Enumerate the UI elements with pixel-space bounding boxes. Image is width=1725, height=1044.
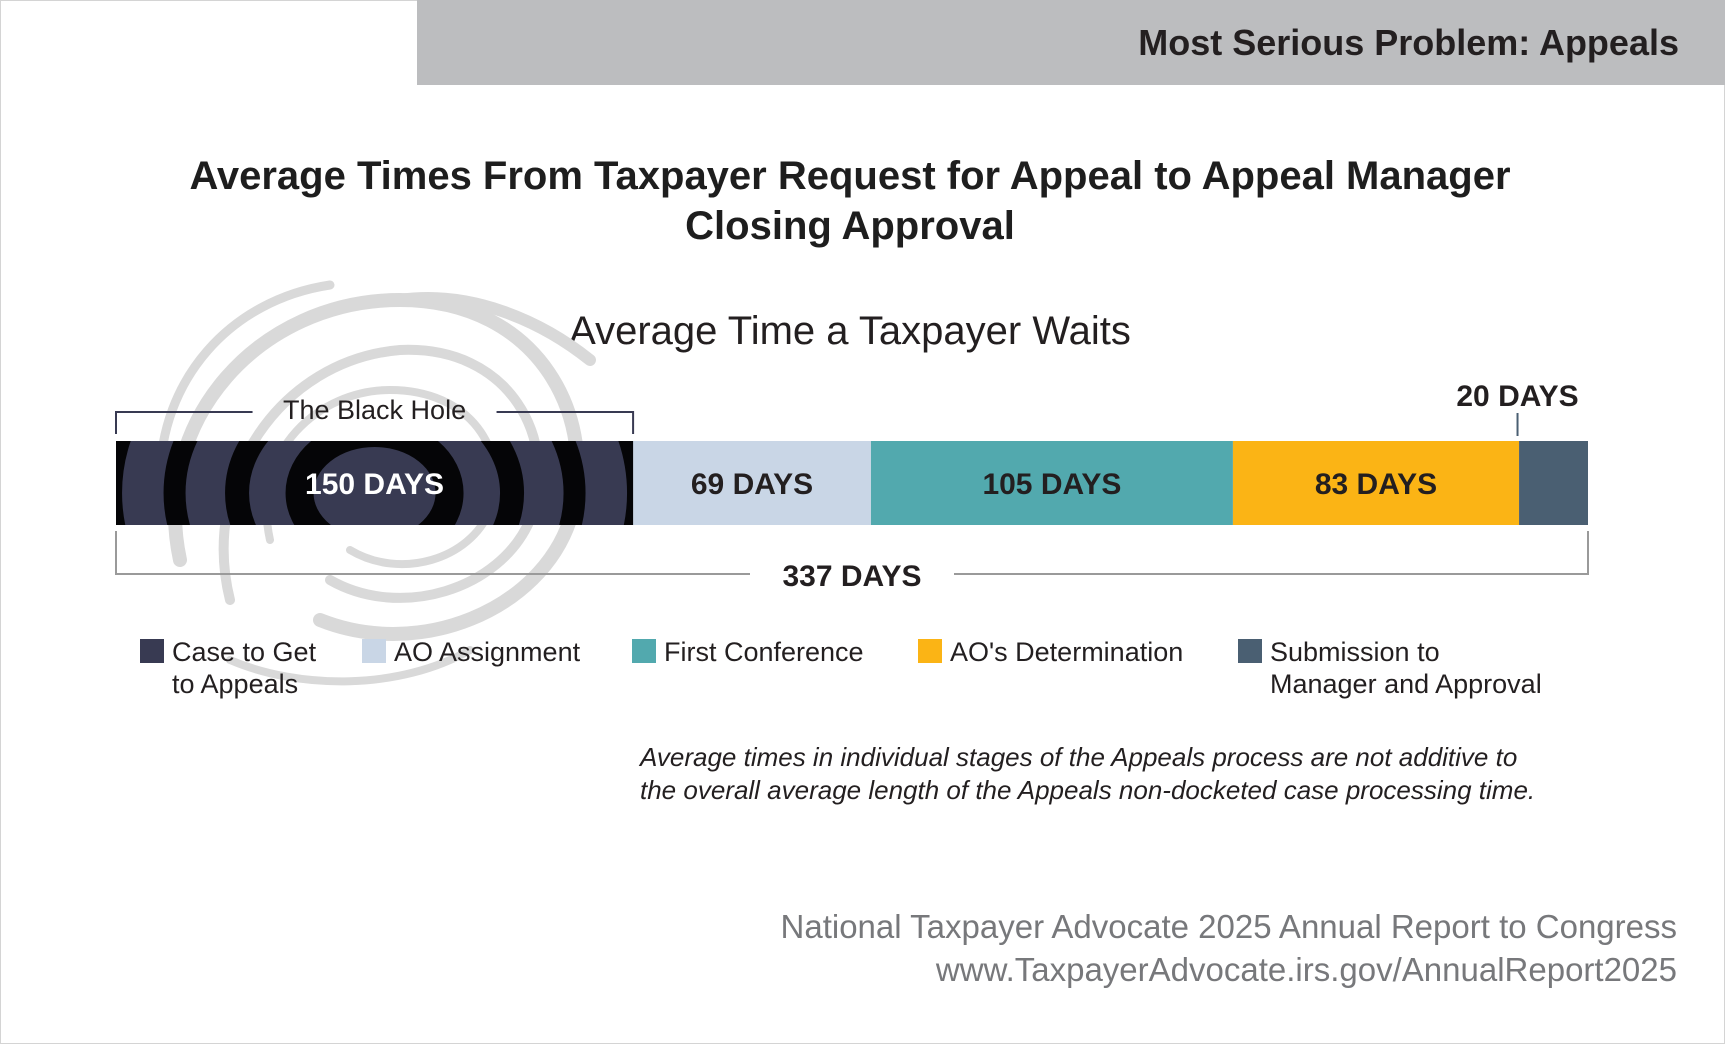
legend-item-submission: Submission to Manager and Approval	[1238, 636, 1570, 700]
bracket-line	[954, 531, 1589, 575]
bar-value-label: 20 DAYS	[1456, 380, 1578, 413]
bracket-line	[496, 411, 635, 434]
legend-item-ao-assignment: AO Assignment	[362, 636, 694, 668]
legend-swatch	[1238, 639, 1262, 663]
legend-item-first-conference: First Conference	[632, 636, 964, 668]
bar-value-label: 150 DAYS	[305, 468, 444, 501]
legend-item-case-to-appeals: Case to Get to Appeals	[140, 636, 472, 700]
bracket-line	[115, 531, 750, 575]
bar-segment-0	[116, 441, 634, 525]
chart-title: Average Times From Taxpayer Request for …	[189, 154, 1511, 248]
legend-label: Case to Get to Appeals	[172, 637, 317, 699]
legend-swatch	[140, 639, 164, 663]
bar-segment-2	[870, 441, 1233, 525]
bracket-line	[115, 411, 253, 434]
source-credit: National Taxpayer Advocate 2025 Annual R…	[780, 908, 1677, 988]
bar-value-label: 83 DAYS	[1315, 468, 1437, 501]
bar-value-label: 69 DAYS	[691, 468, 813, 501]
bar-group: 150 DAYS 69 DAYS 105 DAYS 83 DAYS 20 DAYS	[116, 380, 1588, 525]
bar-segment-3	[1232, 441, 1520, 525]
header-bar: Most Serious Problem: Appeals	[417, 0, 1725, 85]
black-hole-bracket	[115, 411, 635, 434]
header-title: Most Serious Problem: Appeals	[1138, 22, 1679, 63]
bar-segment-1	[633, 441, 871, 525]
chart-subtitle: Average Time a Taxpayer Waits	[569, 309, 1131, 353]
legend: Case to Get to Appeals AO Assignment Fir…	[0, 636, 1725, 716]
footnote: Average times in individual stages of th…	[640, 742, 1536, 805]
legend-label: AO's Determination	[950, 637, 1184, 667]
black-hole-overlay-icon	[116, 441, 634, 525]
legend-swatch	[362, 639, 386, 663]
legend-label: AO Assignment	[394, 637, 581, 667]
legend-swatch	[632, 639, 656, 663]
legend-label: First Conference	[664, 637, 864, 667]
total-days-label: 337 DAYS	[783, 560, 922, 593]
legend-label: Submission to Manager and Approval	[1270, 637, 1542, 699]
bar-value-label: 105 DAYS	[982, 468, 1121, 501]
legend-swatch	[918, 639, 942, 663]
total-bracket	[115, 531, 1589, 575]
legend-item-ao-determination: AO's Determination	[918, 636, 1250, 668]
black-hole-annotation: The Black Hole	[283, 395, 466, 425]
bar-segment-4	[1519, 441, 1588, 525]
